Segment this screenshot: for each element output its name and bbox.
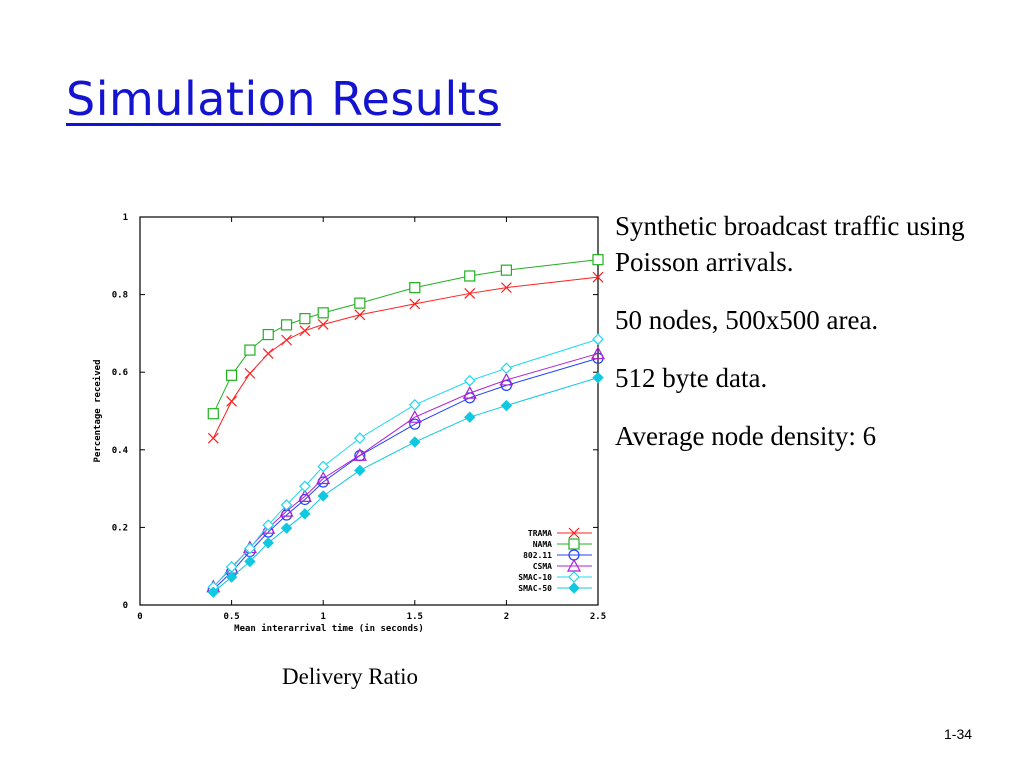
series-line bbox=[212, 276, 599, 439]
x-axis-label: Mean interarrival time (in seconds) bbox=[234, 623, 424, 634]
data-point bbox=[244, 555, 256, 568]
data-point bbox=[244, 542, 256, 555]
data-point bbox=[354, 297, 366, 309]
data-point bbox=[464, 411, 476, 423]
page-number: 1-34 bbox=[944, 726, 973, 742]
data-point bbox=[280, 319, 293, 331]
legend-marker bbox=[568, 538, 580, 550]
legend: TRAMA NAMA 802.11 CSMA SMAC-10 SMAC-50 bbox=[518, 527, 592, 594]
data-point bbox=[500, 399, 513, 412]
x-tick-label: 1 bbox=[320, 612, 325, 622]
series-layer bbox=[206, 254, 606, 598]
data-point bbox=[281, 334, 292, 346]
delivery-ratio-chart: 0 0.5 1 1.5 2 2.5 0 0.2 0.4 0.6 0.8 1 Percentage re… bbox=[88, 205, 613, 640]
data-point bbox=[244, 367, 256, 379]
legend-marker bbox=[566, 558, 582, 572]
y-tick-label: 0 bbox=[123, 601, 128, 611]
bullet-item: 512 byte data. bbox=[615, 363, 768, 393]
data-point bbox=[463, 374, 476, 387]
data-point bbox=[500, 264, 512, 276]
data-point bbox=[299, 325, 311, 337]
series-line bbox=[212, 338, 599, 588]
data-point bbox=[592, 271, 604, 283]
y-tick-label: 0.6 bbox=[112, 368, 128, 378]
series-smac-50 bbox=[207, 371, 604, 598]
y-tick-label: 1 bbox=[123, 213, 128, 223]
axis-ticks: 0 0.5 1 1.5 2 2.5 0 0.2 0.4 0.6 0.8 1 bbox=[112, 213, 606, 622]
data-point bbox=[226, 395, 238, 407]
data-point bbox=[317, 460, 330, 473]
y-tick-label: 0.4 bbox=[112, 446, 129, 456]
legend-label: CSMA bbox=[533, 562, 552, 571]
chart-caption: Delivery Ratio bbox=[282, 664, 419, 689]
data-point bbox=[317, 307, 329, 319]
data-point bbox=[262, 348, 274, 360]
legend-label: NAMA bbox=[533, 540, 552, 549]
x-tick-label: 1.5 bbox=[407, 612, 423, 622]
data-point bbox=[409, 418, 421, 430]
data-point bbox=[409, 282, 421, 294]
data-point bbox=[299, 480, 311, 493]
data-point bbox=[226, 369, 238, 381]
data-point bbox=[353, 432, 366, 445]
legend-marker bbox=[568, 527, 580, 539]
series-smac-10 bbox=[207, 333, 604, 594]
data-point bbox=[409, 298, 421, 310]
data-point bbox=[262, 537, 274, 549]
data-point bbox=[299, 313, 311, 325]
data-point bbox=[462, 385, 477, 399]
data-point bbox=[207, 432, 219, 444]
data-point bbox=[464, 288, 476, 299]
data-point bbox=[408, 398, 421, 411]
data-point bbox=[225, 571, 238, 583]
slide-title: Simulation Results bbox=[66, 72, 501, 126]
data-point bbox=[317, 490, 329, 502]
data-point bbox=[407, 409, 422, 423]
y-tick-label: 0.8 bbox=[112, 291, 128, 301]
data-point bbox=[317, 319, 329, 330]
data-point bbox=[464, 270, 476, 282]
bullet-item: Average node density: 6 bbox=[615, 421, 877, 451]
data-point bbox=[354, 464, 366, 477]
series-nama bbox=[207, 254, 604, 420]
data-point bbox=[299, 508, 311, 520]
data-point bbox=[592, 333, 604, 346]
data-point bbox=[409, 436, 421, 448]
x-tick-label: 2 bbox=[504, 612, 509, 622]
x-tick-label: 0.5 bbox=[223, 612, 239, 622]
data-point bbox=[280, 499, 293, 511]
data-point bbox=[262, 328, 274, 341]
legend-label: TRAMA bbox=[528, 529, 552, 538]
data-point bbox=[207, 586, 219, 598]
plot-frame bbox=[139, 216, 599, 606]
x-tick-label: 0 bbox=[137, 612, 142, 622]
data-point bbox=[500, 282, 512, 294]
series-trama bbox=[207, 271, 604, 444]
data-point bbox=[279, 503, 294, 517]
bullet-item: Synthetic broadcast traffic using Poisso… bbox=[615, 211, 965, 277]
data-point bbox=[297, 489, 312, 502]
bullet-list: Synthetic broadcast traffic using Poisso… bbox=[615, 208, 1015, 476]
data-point bbox=[352, 447, 367, 461]
legend-label: SMAC-50 bbox=[518, 584, 552, 593]
y-axis-label: Percentage received bbox=[92, 360, 103, 463]
data-point bbox=[262, 519, 275, 531]
legend-label: SMAC-10 bbox=[518, 573, 552, 582]
data-point bbox=[244, 344, 256, 356]
data-point bbox=[590, 346, 606, 360]
bullet-item: 50 nodes, 500x500 area. bbox=[615, 305, 879, 335]
data-point bbox=[207, 408, 219, 420]
data-point bbox=[316, 471, 331, 485]
data-point bbox=[592, 371, 604, 384]
data-point bbox=[280, 522, 293, 534]
data-point bbox=[500, 362, 513, 375]
data-point bbox=[499, 372, 514, 386]
y-tick-label: 0.2 bbox=[112, 523, 128, 533]
legend-marker bbox=[568, 582, 580, 594]
legend-marker bbox=[568, 571, 580, 583]
legend-label: 802.11 bbox=[523, 551, 552, 560]
data-point bbox=[592, 254, 604, 266]
data-point bbox=[354, 309, 366, 321]
x-tick-label: 2.5 bbox=[590, 612, 606, 622]
